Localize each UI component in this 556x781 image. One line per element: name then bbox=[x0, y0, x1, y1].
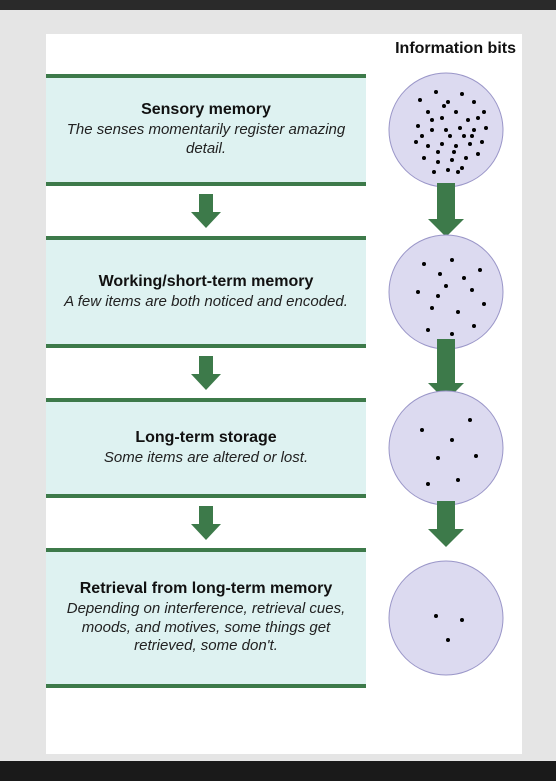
circles-column bbox=[382, 74, 510, 688]
dots-circle-icon bbox=[388, 234, 504, 350]
bottombar bbox=[0, 761, 556, 781]
stage-title-3: Retrieval from long-term memory bbox=[62, 580, 350, 598]
stage-title-1: Working/short-term memory bbox=[62, 273, 350, 291]
diagram-panel: Information bits Sensory memory The sense… bbox=[46, 34, 522, 754]
down-arrow-icon bbox=[428, 501, 464, 547]
stage-desc-2: Some items are altered or lost. bbox=[62, 449, 350, 468]
circle-arrow-0 bbox=[382, 186, 510, 236]
header-label: Information bits bbox=[395, 40, 516, 58]
info-circle-3 bbox=[382, 548, 510, 688]
stages-column: Sensory memory The senses momentarily reg… bbox=[46, 74, 366, 688]
stage-title-0: Sensory memory bbox=[62, 101, 350, 119]
stage-desc-0: The senses momentarily register amazing … bbox=[62, 121, 350, 159]
stage-desc-3: Depending on interference, retrieval cue… bbox=[62, 600, 350, 656]
down-arrow-icon bbox=[191, 194, 221, 228]
stage-box-2: Long-term storage Some items are altered … bbox=[46, 398, 366, 498]
dots-circle-icon bbox=[388, 72, 504, 188]
down-arrow-icon bbox=[191, 356, 221, 390]
info-circle-0 bbox=[382, 74, 510, 186]
stage-arrow-0 bbox=[46, 186, 366, 236]
stage-box-3: Retrieval from long-term memory Depending… bbox=[46, 548, 366, 688]
stage-box-0: Sensory memory The senses momentarily reg… bbox=[46, 74, 366, 186]
stage-arrow-1 bbox=[46, 348, 366, 398]
dots-circle-icon bbox=[388, 560, 504, 676]
down-arrow-icon bbox=[428, 183, 464, 237]
stage-desc-1: A few items are both noticed and encoded… bbox=[62, 293, 350, 312]
stage-arrow-2 bbox=[46, 498, 366, 548]
dots-circle-icon bbox=[388, 390, 504, 506]
down-arrow-icon bbox=[191, 506, 221, 540]
info-circle-1 bbox=[382, 236, 510, 348]
stage-title-2: Long-term storage bbox=[62, 429, 350, 447]
stage-box-1: Working/short-term memory A few items are… bbox=[46, 236, 366, 348]
info-circle-2 bbox=[382, 398, 510, 498]
topbar bbox=[0, 0, 556, 10]
